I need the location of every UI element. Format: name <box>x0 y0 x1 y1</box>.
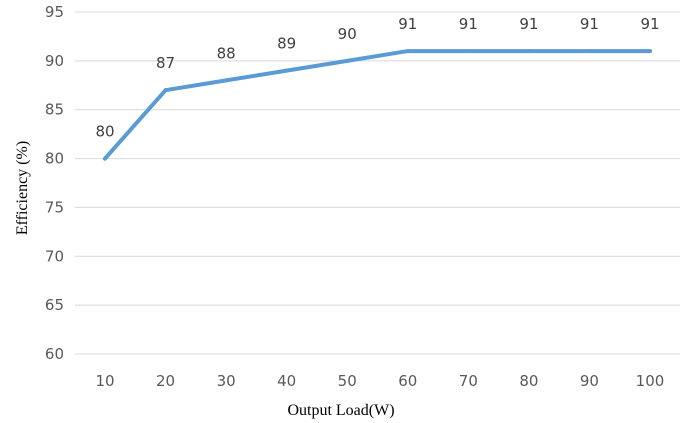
data-point <box>587 49 592 54</box>
data-point <box>648 49 652 54</box>
y-axis-title: Efficiency (%) <box>14 141 31 235</box>
data-point <box>345 58 350 63</box>
x-axis-title: Output Load(W) <box>287 402 394 419</box>
data-label: 91 <box>519 15 538 33</box>
data-point <box>103 156 107 161</box>
y-axis-ticks: 60 65 70 75 80 85 90 95 <box>45 3 64 363</box>
y-tick-label: 95 <box>45 3 64 21</box>
x-tick-label: 70 <box>459 372 478 390</box>
data-label: 91 <box>640 15 659 33</box>
data-label: 80 <box>95 123 114 141</box>
data-labels: 80 87 88 89 90 91 91 91 91 91 <box>95 15 659 140</box>
x-tick-label: 80 <box>519 372 538 390</box>
x-tick-label: 60 <box>398 372 417 390</box>
data-label: 87 <box>156 54 175 72</box>
y-tick-label: 75 <box>45 198 64 216</box>
data-label: 89 <box>277 35 296 53</box>
grid-lines <box>75 11 680 355</box>
y-tick-label: 85 <box>45 101 64 119</box>
y-tick-label: 80 <box>45 150 64 168</box>
y-tick-label: 60 <box>45 345 64 363</box>
x-tick-label: 10 <box>95 372 114 390</box>
data-point <box>405 49 410 54</box>
y-tick-label: 70 <box>45 247 64 265</box>
data-label: 90 <box>338 25 357 43</box>
data-point <box>526 49 531 54</box>
data-label: 91 <box>398 15 417 33</box>
x-tick-label: 50 <box>338 372 357 390</box>
x-axis-ticks: 10 20 30 40 50 60 70 80 90 100 <box>95 372 664 390</box>
data-point <box>163 88 168 93</box>
data-label: 91 <box>580 15 599 33</box>
data-point <box>466 49 471 54</box>
series-group <box>103 49 652 161</box>
data-point <box>284 68 289 73</box>
x-tick-label: 90 <box>580 372 599 390</box>
x-tick-label: 20 <box>156 372 175 390</box>
series-line <box>103 49 652 161</box>
x-tick-label: 30 <box>217 372 236 390</box>
y-tick-label: 65 <box>45 296 64 314</box>
data-label: 91 <box>459 15 478 33</box>
y-tick-label: 90 <box>45 52 64 70</box>
data-label: 88 <box>217 44 236 62</box>
x-tick-label: 100 <box>636 372 665 390</box>
data-point <box>224 78 229 83</box>
x-tick-label: 40 <box>277 372 296 390</box>
